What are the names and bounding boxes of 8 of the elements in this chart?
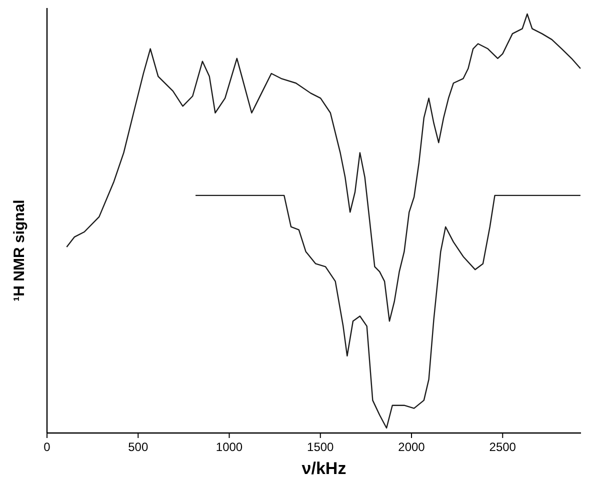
- x-tick-label: 2500: [489, 440, 516, 454]
- y-axis-title: ¹H NMR signal: [11, 200, 28, 302]
- x-tick-label: 2000: [398, 440, 426, 454]
- x-axis-title: ν/kHz: [302, 459, 346, 478]
- x-tick-label: 1500: [307, 440, 334, 454]
- x-tick-label: 500: [128, 440, 148, 454]
- x-tick-label: 0: [44, 440, 51, 454]
- x-tick-label: 1000: [216, 440, 243, 454]
